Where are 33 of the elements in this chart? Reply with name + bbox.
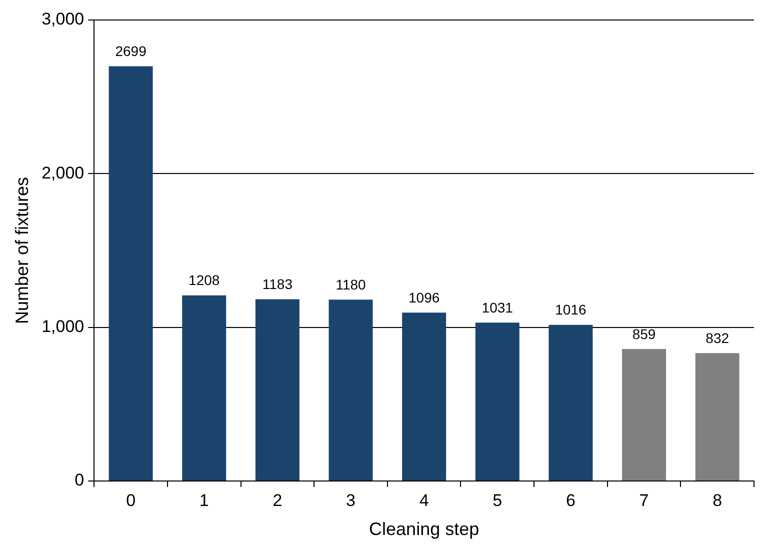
bar bbox=[402, 312, 446, 480]
x-tick-label: 6 bbox=[566, 490, 576, 510]
x-tick-label: 1 bbox=[199, 490, 209, 510]
bar bbox=[548, 324, 593, 480]
x-tick-label: 8 bbox=[712, 490, 722, 510]
bar bbox=[255, 299, 300, 480]
data-label: 832 bbox=[706, 330, 730, 346]
x-tick-label: 4 bbox=[419, 490, 429, 510]
bar bbox=[328, 300, 373, 480]
y-tick-label: 1,000 bbox=[42, 317, 84, 336]
y-axis-title: Number of fixtures bbox=[12, 176, 32, 324]
data-label: 1208 bbox=[188, 272, 220, 288]
y-tick-label: 3,000 bbox=[42, 10, 84, 29]
x-tick-label: 2 bbox=[272, 490, 282, 510]
data-label: 1031 bbox=[482, 299, 514, 316]
x-tick-label: 3 bbox=[346, 490, 356, 510]
bar bbox=[182, 295, 226, 480]
x-tick-label: 0 bbox=[126, 490, 136, 510]
y-tick-label: 0 bbox=[74, 470, 84, 490]
x-tick-label: 7 bbox=[639, 490, 649, 510]
x-axis-title: Cleaning step bbox=[369, 519, 480, 540]
bar bbox=[695, 353, 740, 480]
data-label: 1096 bbox=[408, 289, 440, 306]
data-label: 1183 bbox=[262, 276, 293, 292]
bar bbox=[108, 66, 153, 480]
bar bbox=[475, 322, 520, 480]
y-tick-label: 2,000 bbox=[42, 163, 84, 182]
data-label: 2699 bbox=[115, 43, 147, 60]
data-label: 859 bbox=[632, 326, 656, 342]
data-label: 1180 bbox=[336, 276, 366, 293]
x-tick-label: 5 bbox=[492, 490, 502, 510]
data-label: 1016 bbox=[555, 302, 586, 318]
bar bbox=[622, 349, 666, 480]
